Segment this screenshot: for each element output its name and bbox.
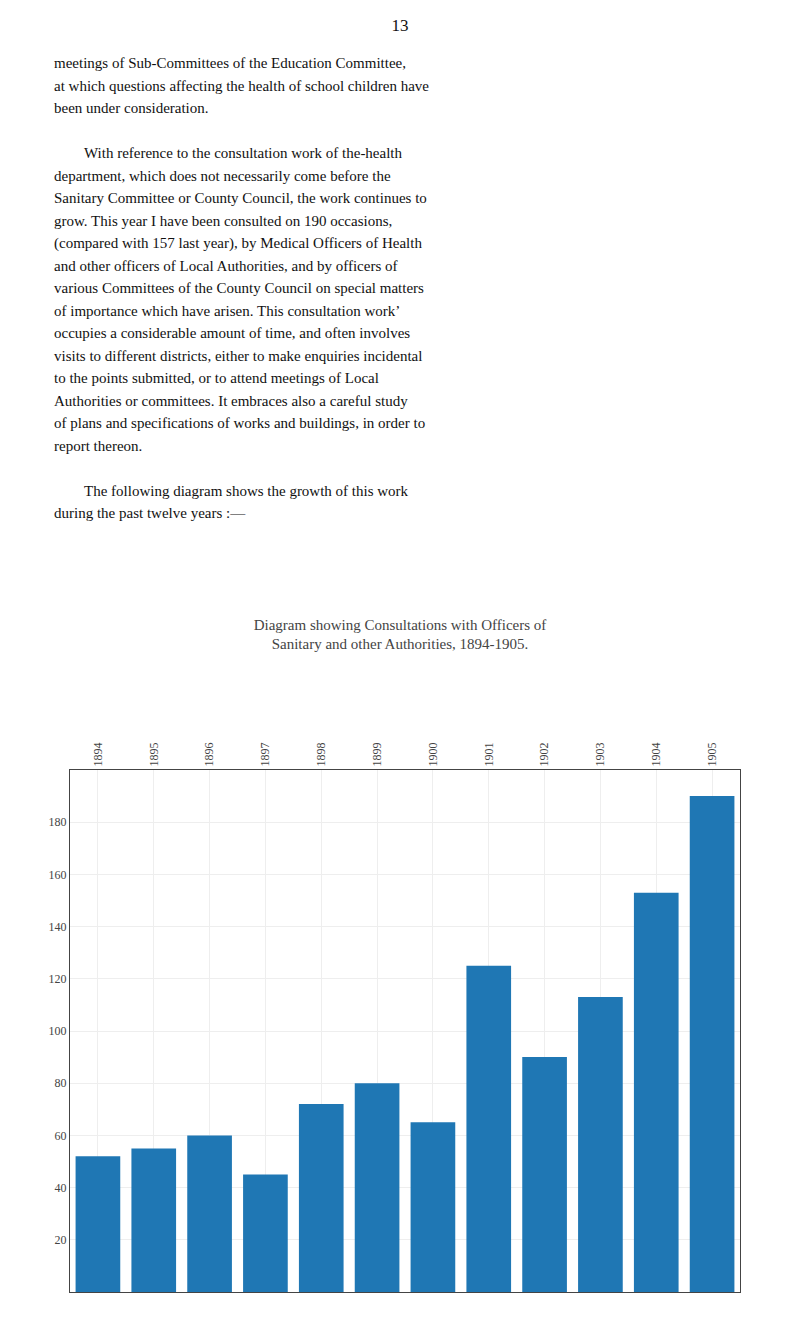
svg-text:100: 100 [49,1024,67,1038]
svg-text:1896: 1896 [202,743,216,767]
html-text:to the points submitted, or to: to the points submitted, or to attend me… [54,370,379,386]
svg-text:180: 180 [49,815,67,829]
svg-text:1900: 1900 [426,743,440,767]
html-text:of plans and specifications of: of plans and specifications of works and… [54,415,426,431]
html-text:visits to different districts,: visits to different districts, either to… [54,347,423,364]
html-text:occupies a considerable amount: occupies a considerable amount of time, … [54,325,411,341]
html-text:of importance which have arise: of importance which have arisen. This co… [54,302,401,319]
svg-text:40: 40 [55,1181,67,1195]
svg-text:1903: 1903 [593,743,607,767]
svg-text:1897: 1897 [258,743,272,767]
svg-text:1904: 1904 [649,743,663,767]
svg-text:1894: 1894 [91,743,105,767]
svg-text:60: 60 [55,1129,67,1143]
svg-text:160: 160 [49,868,67,882]
svg-text:Diagram showing Consultations: Diagram showing Consultations with Offic… [254,617,547,653]
html-text:and other officers of Local Au: and other officers of Local Authorities,… [54,257,398,274]
svg-text:20: 20 [55,1233,67,1247]
html-text:at which questions affecting t: at which questions affecting the health … [54,77,429,94]
html-text:Authorities or committees. It: Authorities or committees. It embraces a… [54,392,408,409]
html-text:(compared with 157 last year),: (compared with 157 last year), by Medica… [54,235,422,251]
html-text:during the past twelve years :: during the past twelve years :— [54,505,246,521]
html-text:13: 13 [391,16,409,35]
html-text:meetings of Sub-Committees of: meetings of Sub-Committees of the Educat… [54,55,406,71]
svg-text:1905: 1905 [705,743,719,767]
html-text:With reference to the consulta: With reference to the consultation work … [84,145,402,161]
svg-text:1895: 1895 [147,743,161,767]
html-text:various Committees of the Coun: various Committees of the County Council… [54,280,424,296]
html-text:grow. This year I have been co: grow. This year I have been consulted on… [54,212,393,229]
svg-text:120: 120 [49,972,67,986]
svg-text:1899: 1899 [370,743,384,767]
html-text:report thereon.: report thereon. [54,437,143,454]
html-text:Sanitary Committee or County C: Sanitary Committee or County Council, th… [54,190,427,206]
svg-text:1901: 1901 [482,743,496,767]
svg-text:140: 140 [49,920,67,934]
svg-text:1902: 1902 [537,743,551,767]
svg-text:1898: 1898 [314,743,328,767]
html-text:department, which does not nec: department, which does not necessarily c… [54,167,391,184]
html-text:been under consideration.: been under consideration. [54,100,209,116]
html-text:The following diagram shows th: The following diagram shows the growth o… [84,482,409,499]
svg-text:80: 80 [55,1076,67,1090]
